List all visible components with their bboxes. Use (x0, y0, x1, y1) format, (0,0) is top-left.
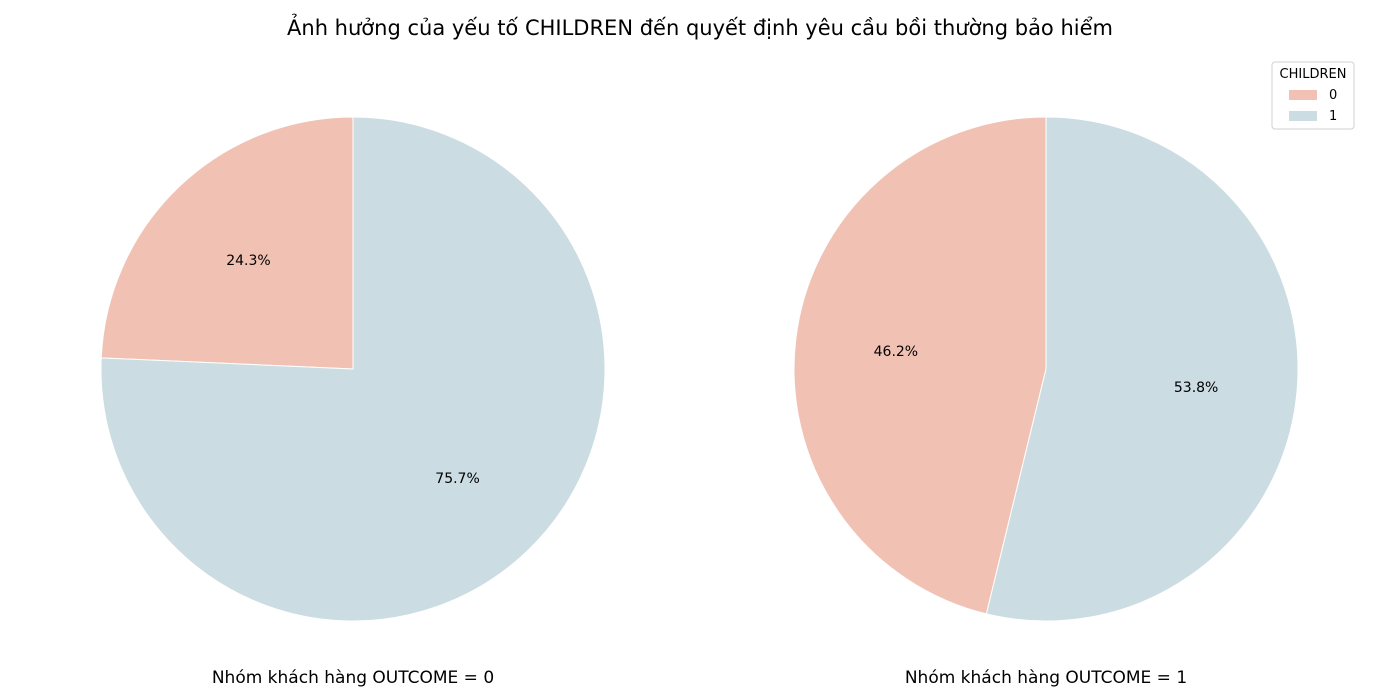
pie-title-outcome-1: Nhóm khách hàng OUTCOME = 1 (905, 668, 1187, 688)
pie-slice-children-1 (985, 116, 1299, 622)
chart-title: Ảnh hưởng của yếu tố CHILDREN đến quyết … (287, 14, 1113, 40)
legend-label-0: 0 (1329, 88, 1337, 103)
pie-chart-outcome-1: 46.2% 53.8% Nhóm khách hàng OUTCOME = 1 (793, 116, 1299, 688)
legend-swatch-1 (1289, 111, 1317, 121)
pie-percent-label: 24.3% (226, 253, 270, 269)
legend: CHILDREN 0 1 (1271, 61, 1355, 130)
legend-title: CHILDREN (1280, 67, 1347, 82)
pie-percent-label: 75.7% (435, 471, 479, 487)
legend-swatch-0 (1289, 90, 1317, 100)
pie-slice-children-0 (100, 116, 354, 370)
pie-slice-children-1 (100, 116, 606, 622)
pie-percent-label: 46.2% (874, 344, 918, 360)
pie-title-outcome-0: Nhóm khách hàng OUTCOME = 0 (212, 668, 494, 688)
pie-chart-outcome-0: 24.3% 75.7% Nhóm khách hàng OUTCOME = 0 (100, 116, 606, 688)
legend-label-1: 1 (1329, 109, 1337, 124)
pie-slice-children-0 (793, 116, 1047, 615)
pie-percent-label: 53.8% (1174, 380, 1218, 396)
